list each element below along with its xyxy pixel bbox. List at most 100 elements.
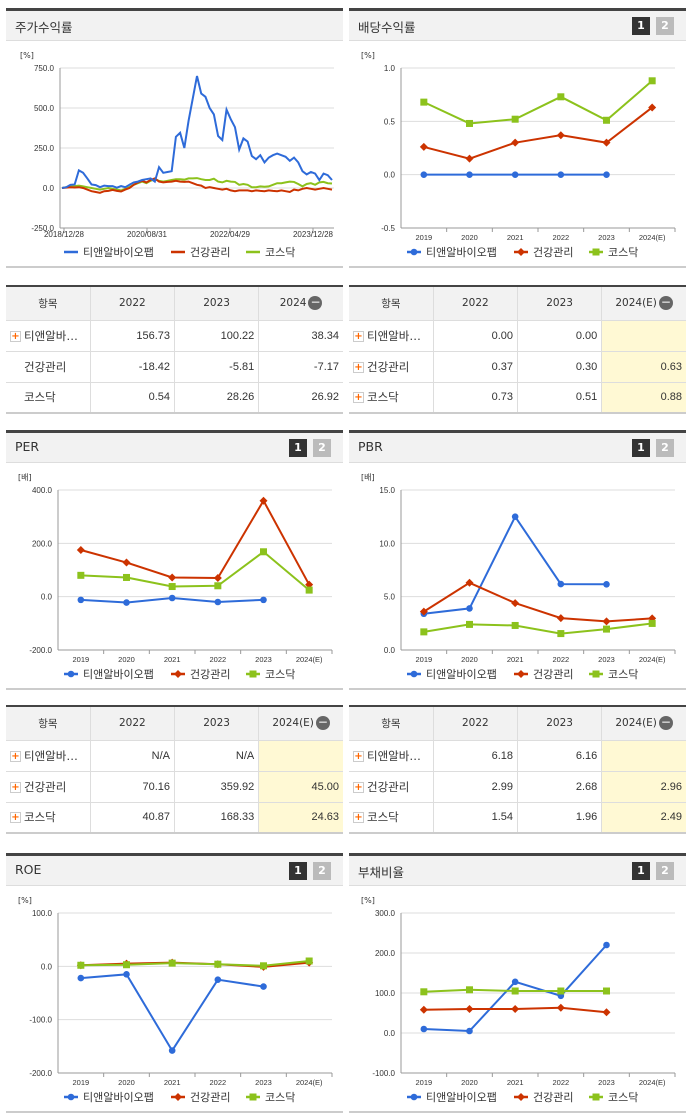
data-point[interactable] xyxy=(557,171,565,178)
data-point[interactable] xyxy=(556,614,565,623)
legend-item[interactable]: 건강관리 xyxy=(514,1091,573,1104)
data-point[interactable] xyxy=(511,987,519,995)
page-button-1[interactable]: 1 xyxy=(289,862,307,880)
data-point[interactable] xyxy=(168,594,176,602)
page-button-2[interactable]: 2 xyxy=(313,439,331,457)
data-point[interactable] xyxy=(420,988,428,996)
data-point[interactable] xyxy=(420,98,428,106)
data-point[interactable] xyxy=(260,962,267,970)
page-button-1[interactable]: 1 xyxy=(632,862,650,880)
data-point[interactable] xyxy=(168,583,176,591)
data-point[interactable] xyxy=(557,987,565,995)
legend-marker[interactable] xyxy=(410,670,418,678)
data-point[interactable] xyxy=(77,974,85,982)
data-point[interactable] xyxy=(511,621,519,629)
data-point[interactable] xyxy=(123,573,130,581)
expand-plus-icon[interactable]: + xyxy=(353,781,364,793)
data-point[interactable] xyxy=(419,1005,428,1014)
row-name-cell[interactable]: + 티앤알바… xyxy=(349,739,434,772)
expand-plus-icon[interactable]: + xyxy=(10,781,21,793)
data-point[interactable] xyxy=(602,138,611,147)
data-point[interactable] xyxy=(557,630,565,638)
data-point[interactable] xyxy=(214,976,222,983)
data-point[interactable] xyxy=(122,558,131,567)
data-point[interactable] xyxy=(214,598,222,606)
page-button-1[interactable]: 1 xyxy=(289,439,307,457)
data-point[interactable] xyxy=(168,1047,176,1054)
legend-marker[interactable] xyxy=(517,1093,525,1101)
legend-marker[interactable] xyxy=(249,670,257,678)
data-point[interactable] xyxy=(603,941,610,949)
data-point[interactable] xyxy=(466,605,473,612)
data-point[interactable] xyxy=(466,119,473,127)
row-name-cell[interactable]: + 건강관리 xyxy=(6,770,91,803)
legend-marker[interactable] xyxy=(592,248,600,256)
legend-item[interactable]: 코스닥 xyxy=(589,668,638,681)
data-point[interactable] xyxy=(123,599,130,606)
legend-marker[interactable] xyxy=(67,670,75,678)
data-point[interactable] xyxy=(648,619,656,627)
expand-plus-icon[interactable]: + xyxy=(10,812,21,824)
data-point[interactable] xyxy=(420,1025,428,1033)
data-point[interactable] xyxy=(76,546,85,554)
collapse-icon[interactable]: − xyxy=(315,715,330,731)
expand-plus-icon[interactable]: + xyxy=(353,750,364,762)
data-point[interactable] xyxy=(466,986,473,994)
data-point[interactable] xyxy=(260,548,267,556)
legend-item[interactable]: 건강관리 xyxy=(171,1091,230,1104)
page-button-2[interactable]: 2 xyxy=(656,17,674,35)
legend-item[interactable]: 건강관리 xyxy=(514,668,573,681)
legend-item[interactable]: 티앤알바이오팹 xyxy=(407,1090,497,1104)
data-point[interactable] xyxy=(77,571,85,579)
legend-marker[interactable] xyxy=(592,670,600,678)
legend-marker[interactable] xyxy=(410,1093,418,1101)
data-point[interactable] xyxy=(557,580,565,588)
data-point[interactable] xyxy=(213,573,222,582)
data-point[interactable] xyxy=(511,115,519,123)
data-point[interactable] xyxy=(648,103,657,112)
legend-marker[interactable] xyxy=(174,670,182,678)
data-point[interactable] xyxy=(603,171,610,178)
collapse-icon[interactable]: − xyxy=(658,715,673,731)
data-point[interactable] xyxy=(168,959,176,967)
data-point[interactable] xyxy=(603,116,610,124)
legend-item[interactable]: 티앤알바이오팹 xyxy=(407,245,497,259)
legend-item[interactable]: 건강관리 xyxy=(514,246,573,259)
legend-item[interactable]: 티앤알바이오팹 xyxy=(64,1090,154,1104)
data-point[interactable] xyxy=(466,620,473,628)
expand-plus-icon[interactable]: + xyxy=(353,330,364,342)
data-point[interactable] xyxy=(305,580,314,589)
legend-marker[interactable] xyxy=(67,1093,75,1101)
data-point[interactable] xyxy=(602,617,611,626)
legend-item[interactable]: 코스닥 xyxy=(589,246,638,259)
data-point[interactable] xyxy=(259,496,268,505)
data-point[interactable] xyxy=(260,596,267,604)
data-point[interactable] xyxy=(305,586,313,594)
data-point[interactable] xyxy=(168,573,177,582)
data-point[interactable] xyxy=(602,1008,611,1017)
legend-marker[interactable] xyxy=(517,248,525,256)
data-point[interactable] xyxy=(511,138,520,147)
page-button-2[interactable]: 2 xyxy=(313,862,331,880)
page-button-2[interactable]: 2 xyxy=(656,439,674,457)
data-point[interactable] xyxy=(465,154,474,163)
row-name-cell[interactable]: + 코스닥 xyxy=(6,801,91,834)
data-point[interactable] xyxy=(419,607,428,616)
data-point[interactable] xyxy=(123,971,130,978)
data-point[interactable] xyxy=(214,960,222,968)
legend-item[interactable]: 코스닥 xyxy=(246,668,295,681)
data-point[interactable] xyxy=(557,93,565,101)
data-point[interactable] xyxy=(420,628,428,636)
collapse-icon[interactable]: − xyxy=(658,295,673,311)
data-point[interactable] xyxy=(420,171,428,178)
page-button-1[interactable]: 1 xyxy=(632,17,650,35)
row-name-cell[interactable]: + 티앤알바… xyxy=(6,739,91,772)
data-point[interactable] xyxy=(123,961,130,969)
legend-item[interactable]: 건강관리 xyxy=(171,246,230,259)
data-point[interactable] xyxy=(419,142,428,151)
data-point[interactable] xyxy=(466,171,473,178)
expand-plus-icon[interactable]: + xyxy=(353,812,364,824)
legend-marker[interactable] xyxy=(517,670,525,678)
data-point[interactable] xyxy=(465,1005,474,1013)
legend-marker[interactable] xyxy=(410,248,418,256)
